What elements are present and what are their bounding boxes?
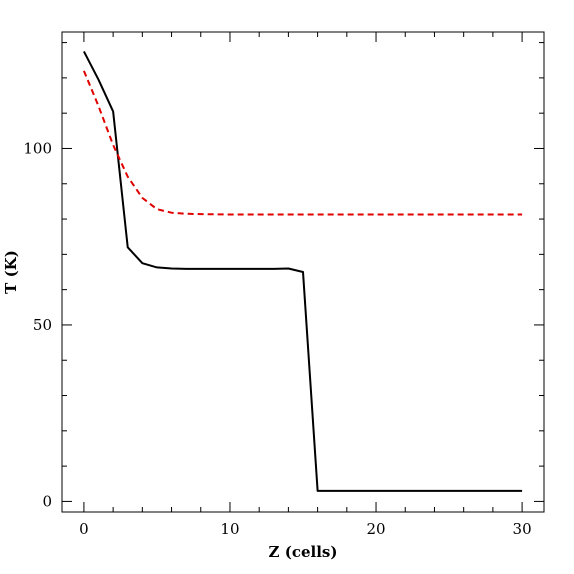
x-tick-label: 30 (513, 520, 532, 538)
x-tick-label: 10 (220, 520, 239, 538)
axis-tick-labels: 0 10 20 30 0 50 100 (23, 139, 531, 538)
axis-ticks (62, 32, 544, 512)
dashed-series-line (82, 70, 523, 216)
chart-series (82, 50, 523, 492)
plot-frame (61, 31, 545, 513)
x-tick-label: 20 (366, 520, 385, 538)
solid-series-line (83, 50, 523, 492)
y-tick-label: 0 (42, 492, 52, 510)
y-axis-label: T (K) (2, 250, 20, 294)
x-tick-label: 0 (79, 520, 89, 538)
y-tick-label: 100 (23, 139, 52, 157)
y-tick-label: 50 (33, 316, 52, 334)
x-axis-label: Z (cells) (269, 543, 338, 561)
